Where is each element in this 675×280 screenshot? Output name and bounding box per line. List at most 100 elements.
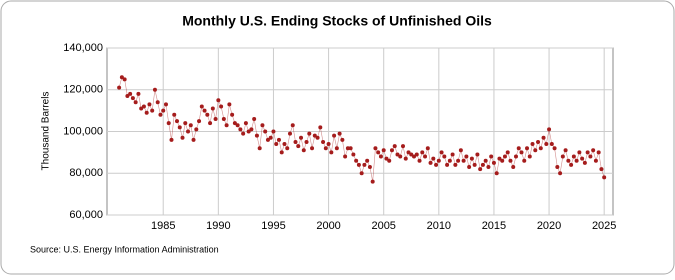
data-point bbox=[445, 162, 450, 167]
data-point bbox=[152, 87, 157, 92]
data-point bbox=[500, 158, 505, 163]
data-point bbox=[133, 100, 138, 105]
data-point bbox=[310, 146, 315, 151]
data-point bbox=[205, 112, 210, 117]
data-point bbox=[175, 119, 180, 124]
data-point bbox=[442, 154, 447, 159]
data-point bbox=[155, 100, 160, 105]
data-point bbox=[389, 148, 394, 153]
data-point bbox=[202, 108, 207, 113]
data-point bbox=[384, 156, 389, 161]
data-point bbox=[150, 108, 155, 113]
data-point bbox=[260, 123, 265, 128]
data-point bbox=[340, 137, 345, 142]
data-point bbox=[246, 129, 251, 134]
data-point bbox=[285, 146, 290, 151]
data-point bbox=[412, 154, 417, 159]
data-point bbox=[491, 160, 496, 165]
y-tick-label: 60,000 bbox=[69, 209, 103, 221]
data-point bbox=[400, 144, 405, 149]
data-point bbox=[513, 154, 518, 159]
data-point bbox=[486, 164, 491, 169]
data-point bbox=[425, 146, 430, 151]
data-point bbox=[279, 150, 284, 155]
data-point bbox=[188, 123, 193, 128]
data-point bbox=[563, 148, 568, 153]
data-point bbox=[343, 154, 348, 159]
data-point bbox=[569, 162, 574, 167]
x-tick-label: 2010 bbox=[427, 220, 451, 232]
data-point bbox=[469, 156, 474, 161]
x-tick-label: 2025 bbox=[592, 220, 616, 232]
data-point bbox=[489, 154, 494, 159]
data-point bbox=[525, 146, 530, 151]
data-point bbox=[392, 144, 397, 149]
data-point bbox=[141, 104, 146, 109]
data-point bbox=[268, 135, 273, 140]
data-point bbox=[241, 131, 246, 136]
data-point bbox=[315, 135, 320, 140]
data-point bbox=[461, 158, 466, 163]
data-point bbox=[213, 116, 218, 121]
data-point bbox=[304, 139, 309, 144]
data-point bbox=[139, 106, 144, 111]
data-point bbox=[238, 127, 243, 132]
data-point bbox=[406, 150, 411, 155]
data-point bbox=[293, 139, 298, 144]
data-point bbox=[254, 133, 259, 138]
x-tick-label: 2015 bbox=[482, 220, 506, 232]
data-point bbox=[282, 142, 287, 147]
data-point bbox=[508, 158, 513, 163]
data-point bbox=[428, 160, 433, 165]
data-point bbox=[136, 91, 141, 96]
data-point bbox=[326, 142, 331, 147]
data-point bbox=[208, 121, 213, 126]
data-point bbox=[362, 162, 367, 167]
data-point bbox=[555, 164, 560, 169]
data-point bbox=[439, 150, 444, 155]
data-point bbox=[409, 152, 414, 157]
data-point bbox=[345, 146, 350, 151]
data-point bbox=[527, 154, 532, 159]
data-point bbox=[434, 162, 439, 167]
x-tick-label: 2005 bbox=[371, 220, 395, 232]
y-axis-label: Thousand Barrels bbox=[41, 92, 52, 171]
data-point bbox=[453, 162, 458, 167]
data-point bbox=[365, 158, 370, 163]
data-point bbox=[299, 135, 304, 140]
data-point bbox=[475, 152, 480, 157]
data-point bbox=[541, 135, 546, 140]
data-point bbox=[420, 150, 425, 155]
data-point bbox=[387, 158, 392, 163]
data-point bbox=[186, 129, 191, 134]
data-point bbox=[588, 154, 593, 159]
data-point bbox=[585, 150, 590, 155]
data-point bbox=[591, 148, 596, 153]
data-point bbox=[177, 125, 182, 130]
data-point bbox=[414, 152, 419, 157]
data-point bbox=[359, 171, 364, 176]
data-point bbox=[158, 112, 163, 117]
data-point bbox=[249, 127, 254, 132]
data-point bbox=[221, 116, 226, 121]
data-point bbox=[354, 158, 359, 163]
data-point bbox=[332, 133, 337, 138]
data-point bbox=[497, 156, 502, 161]
data-point bbox=[423, 154, 428, 159]
x-tick-label: 2000 bbox=[316, 220, 340, 232]
source-note: Source: U.S. Energy Information Administ… bbox=[30, 244, 219, 254]
data-point bbox=[547, 127, 552, 132]
data-point bbox=[530, 142, 535, 147]
data-point bbox=[252, 116, 257, 121]
data-point bbox=[169, 137, 174, 142]
data-point bbox=[549, 142, 554, 147]
data-point bbox=[566, 158, 571, 163]
data-point bbox=[602, 175, 607, 180]
chart-title: Monthly U.S. Ending Stocks of Unfinished… bbox=[182, 13, 492, 29]
data-point bbox=[536, 139, 541, 144]
data-point bbox=[580, 156, 585, 161]
data-point bbox=[307, 131, 312, 136]
data-point bbox=[558, 171, 563, 176]
data-point bbox=[334, 146, 339, 151]
